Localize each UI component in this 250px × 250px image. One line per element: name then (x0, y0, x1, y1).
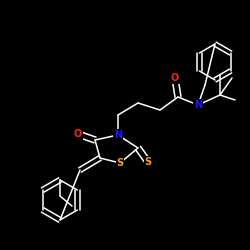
Text: N: N (194, 100, 202, 110)
Text: N: N (114, 130, 122, 140)
Text: O: O (171, 73, 179, 83)
Text: O: O (74, 129, 82, 139)
Text: S: S (116, 158, 123, 168)
Text: S: S (144, 157, 152, 167)
